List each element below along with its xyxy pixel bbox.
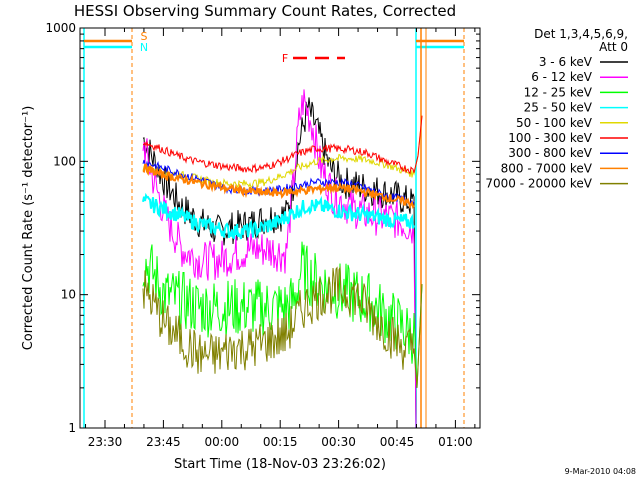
series-7000-20000-kev bbox=[142, 265, 423, 388]
y-tick-label: 100 bbox=[53, 154, 76, 168]
x-tick-label: 01:00 bbox=[438, 435, 473, 449]
series-25-50-kev bbox=[142, 192, 415, 240]
saa-label: S bbox=[141, 30, 148, 43]
x-axis: 23:30 23:45 00:00 00:15 00:30 00:45 01:00 bbox=[85, 28, 476, 449]
flare-label: F bbox=[282, 52, 288, 65]
timestamp: 9-Mar-2010 04:08 bbox=[565, 467, 636, 476]
y-tick-label: 1 bbox=[68, 421, 76, 435]
legend-label: 50 - 100 keV bbox=[516, 116, 593, 130]
y-axis: 1 10 100 1000 bbox=[45, 21, 480, 435]
night-label: N bbox=[140, 41, 148, 54]
legend-label: 12 - 25 keV bbox=[524, 85, 593, 99]
x-tick-label: 00:30 bbox=[321, 435, 356, 449]
legend-label: 3 - 6 keV bbox=[539, 55, 593, 69]
x-tick-label: 00:45 bbox=[380, 435, 415, 449]
y-tick-label: 1000 bbox=[45, 21, 76, 35]
legend-label: 6 - 12 keV bbox=[531, 70, 593, 84]
x-axis-label: Start Time (18-Nov-03 23:26:02) bbox=[174, 457, 386, 472]
legend-header: Det 1,3,4,5,6,9, bbox=[534, 27, 628, 41]
legend-label: 800 - 7000 keV bbox=[501, 161, 593, 175]
series-50-100-kev bbox=[142, 115, 423, 190]
series-300-800-kev bbox=[142, 159, 415, 206]
x-tick-label: 23:45 bbox=[146, 435, 181, 449]
legend-subheader: Att 0 bbox=[599, 40, 628, 54]
x-tick-label: 23:30 bbox=[88, 435, 123, 449]
series-6-12-kev bbox=[142, 89, 417, 429]
legend-label: 7000 - 20000 keV bbox=[485, 177, 592, 191]
series-800-7000-kev bbox=[142, 163, 415, 210]
series-group bbox=[142, 89, 423, 429]
legend-label: 25 - 50 keV bbox=[524, 101, 593, 115]
chart-title: HESSI Observing Summary Count Rates, Cor… bbox=[74, 2, 456, 20]
series-12-25-kev bbox=[142, 241, 423, 388]
legend-label: 300 - 800 keV bbox=[508, 146, 592, 160]
x-tick-label: 00:15 bbox=[263, 435, 298, 449]
legend-label: 100 - 300 keV bbox=[508, 131, 592, 145]
y-axis-label: Corrected Count Rate (s⁻¹ detector⁻¹) bbox=[21, 106, 36, 351]
plot-frame bbox=[79, 27, 481, 429]
series-100-300-kev bbox=[142, 115, 423, 175]
y-tick-label: 10 bbox=[61, 288, 76, 302]
x-tick-label: 00:00 bbox=[205, 435, 240, 449]
